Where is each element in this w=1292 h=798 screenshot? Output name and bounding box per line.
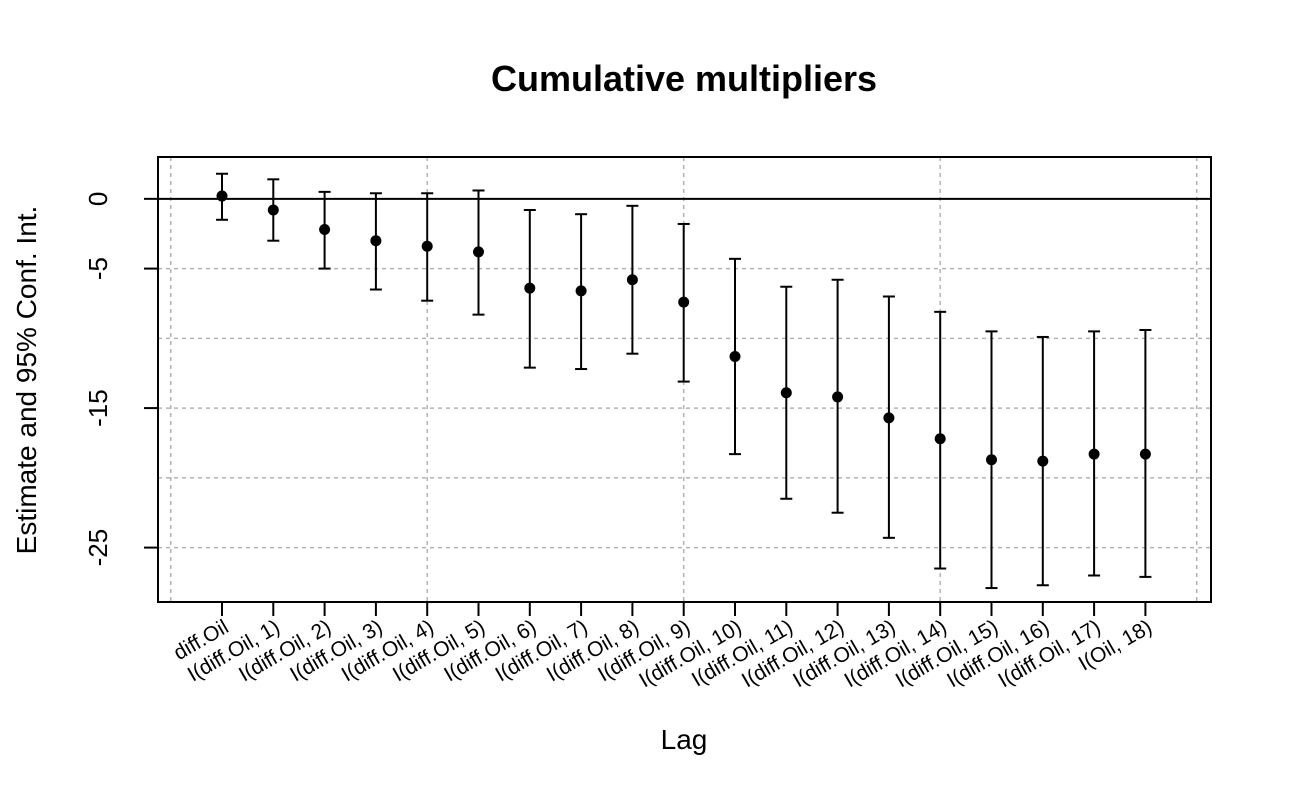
estimate-point — [575, 285, 587, 297]
estimate-point — [421, 240, 433, 252]
estimate-point — [1088, 448, 1100, 460]
estimate-points — [216, 190, 1151, 467]
y-axis-label: Estimate and 95% Conf. Int. — [11, 206, 42, 555]
estimate-point — [832, 391, 844, 403]
estimate-point — [729, 350, 741, 362]
estimate-point — [986, 454, 997, 466]
chart-title: Cumulative multipliers — [491, 58, 877, 99]
estimate-point — [626, 274, 638, 286]
y-tick-label: -5 — [83, 257, 113, 280]
estimate-point — [524, 282, 536, 294]
estimate-point — [780, 387, 792, 399]
estimate-point — [883, 412, 895, 424]
x-axis-label: Lag — [661, 724, 708, 755]
estimate-point — [1037, 455, 1049, 467]
y-tick-label: 0 — [83, 192, 113, 206]
y-axis: 0 -5 -15 -25 — [83, 192, 158, 567]
estimate-point — [370, 235, 382, 247]
estimate-point — [678, 296, 690, 308]
estimate-point — [473, 246, 484, 258]
y-tick-label: -25 — [83, 529, 113, 567]
estimate-point — [1139, 448, 1151, 460]
estimate-point — [319, 224, 331, 236]
estimate-point — [216, 190, 228, 202]
estimate-point — [934, 433, 946, 445]
estimate-point — [267, 204, 279, 216]
y-tick-label: -15 — [83, 389, 113, 427]
